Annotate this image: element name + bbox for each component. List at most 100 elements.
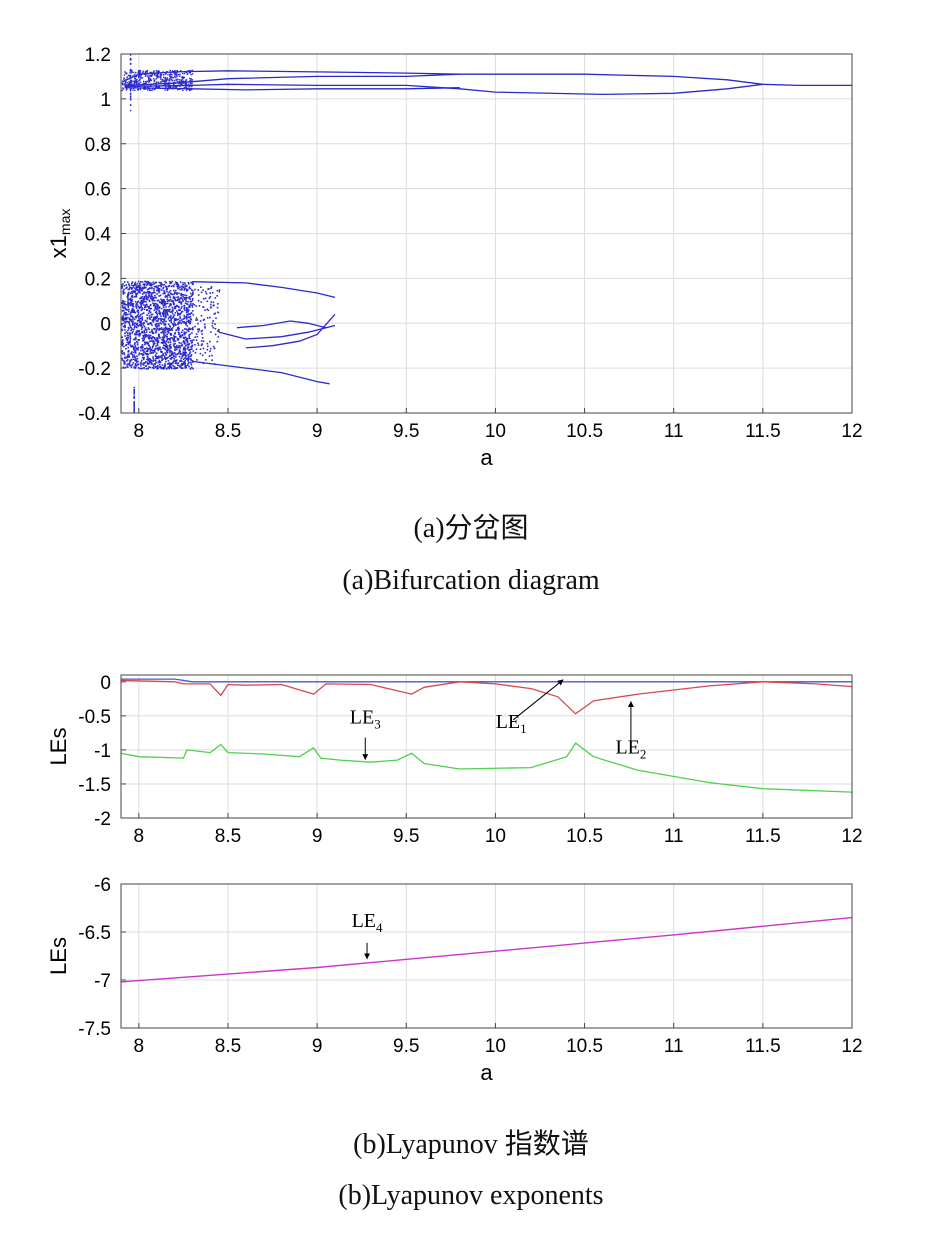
scatter-point: [176, 75, 178, 78]
scatter-point: [180, 307, 182, 310]
scatter-point: [186, 307, 189, 310]
scatter-point: [140, 290, 143, 292]
scatter-point: [129, 304, 132, 307]
scatter-point: [136, 363, 139, 366]
scatter-point: [214, 297, 217, 299]
scatter-point: [123, 345, 125, 348]
scatter-point: [196, 359, 198, 361]
scatter-point: [160, 341, 163, 344]
scatter-point: [158, 327, 161, 330]
scatter-point: [139, 323, 141, 326]
scatter-point: [137, 88, 140, 90]
scatter-point: [128, 308, 130, 311]
scatter-point: [148, 89, 151, 92]
scatter-point: [168, 355, 171, 358]
y-tick-label: 0.6: [85, 180, 111, 201]
scatter-point: [129, 90, 132, 92]
scatter-point: [145, 297, 148, 299]
scatter-point: [188, 86, 190, 88]
scatter-point: [186, 73, 189, 75]
scatter-point: [122, 283, 124, 285]
scatter-point: [165, 316, 167, 318]
scatter-point: [180, 285, 183, 287]
scatter-point: [190, 367, 193, 369]
series-line: [124, 87, 460, 91]
scatter-point: [127, 349, 130, 352]
scatter-point: [156, 368, 158, 370]
scatter-point: [163, 290, 165, 292]
plot-area: [121, 678, 852, 793]
scatter-point: [147, 86, 149, 88]
scatter-point: [185, 79, 187, 82]
scatter-point: [154, 294, 156, 297]
scatter-point: [138, 352, 141, 355]
scatter-point: [158, 325, 160, 327]
y-tick-label: 0.2: [85, 269, 111, 290]
scatter-point: [166, 350, 168, 352]
scatter-point: [124, 321, 126, 323]
scatter-point: [126, 286, 128, 289]
scatter-point: [180, 367, 183, 370]
scatter-point: [188, 352, 191, 355]
scatter-point: [184, 284, 186, 286]
scatter-point: [182, 348, 185, 351]
scatter-point: [189, 328, 192, 331]
scatter-point: [125, 287, 127, 290]
scatter-point: [161, 358, 164, 361]
scatter-point: [162, 331, 164, 334]
scatter-point: [143, 88, 146, 90]
scatter-point: [132, 284, 135, 287]
scatter-point: [129, 104, 132, 106]
scatter-point: [157, 81, 159, 83]
scatter-point: [157, 349, 159, 352]
scatter-point: [142, 299, 144, 302]
scatter-point: [135, 325, 137, 328]
scatter-point: [142, 300, 144, 303]
scatter-point: [166, 300, 169, 302]
scatter-point: [121, 89, 123, 92]
scatter-point: [160, 323, 163, 325]
scatter-point: [160, 302, 163, 305]
scatter-point: [151, 331, 154, 334]
scatter-point: [134, 322, 137, 324]
scatter-point: [190, 354, 193, 356]
y-tick-label: -1: [94, 741, 111, 762]
scatter-point: [201, 343, 203, 345]
scatter-point: [185, 284, 188, 287]
scatter-point: [186, 329, 189, 332]
scatter-point: [173, 297, 176, 300]
scatter-point: [146, 305, 149, 308]
scatter-point: [149, 77, 151, 80]
scatter-point: [163, 76, 165, 78]
scatter-point: [212, 320, 214, 322]
scatter-point: [170, 358, 172, 360]
scatter-point: [133, 406, 135, 409]
scatter-point: [152, 332, 155, 335]
scatter-point: [157, 75, 159, 78]
scatter-point: [168, 316, 171, 319]
scatter-point: [191, 69, 194, 72]
scatter-point: [128, 81, 130, 83]
scatter-point: [163, 355, 166, 358]
scatter-point: [179, 320, 181, 322]
scatter-point: [156, 317, 158, 319]
scatter-point: [162, 298, 165, 301]
scatter-point: [147, 348, 149, 351]
scatter-point: [143, 362, 145, 365]
scatter-point: [154, 79, 156, 81]
x-tick-label: 12: [841, 1036, 862, 1057]
scatter-point: [153, 297, 155, 299]
lyapunov-plot-lower: 8 8.5 9 9.5 10 10.5 11 11.5 12-7.5-7-6.5-6aLEsLE…: [46, 875, 863, 1085]
scatter-point: [217, 311, 220, 314]
scatter-point: [167, 349, 169, 352]
scatter-point: [165, 288, 168, 291]
scatter-point: [140, 323, 143, 326]
x-tick-label: 10: [485, 1036, 506, 1057]
scatter-point: [129, 324, 131, 327]
scatter-point: [166, 348, 169, 350]
scatter-point: [192, 291, 194, 294]
scatter-point: [209, 316, 211, 319]
scatter-point: [152, 319, 154, 321]
scatter-point: [179, 297, 181, 300]
scatter-point: [152, 291, 155, 294]
